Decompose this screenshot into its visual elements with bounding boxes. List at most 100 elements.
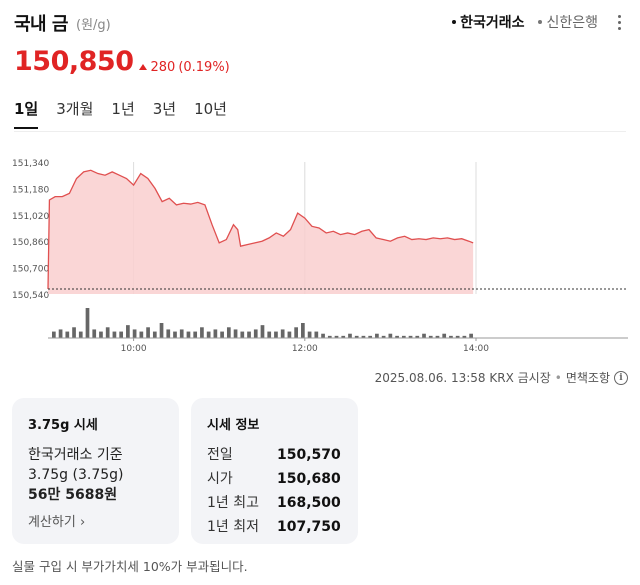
- y-tick-label: 151,020: [12, 212, 49, 222]
- volume-bar: [58, 329, 63, 338]
- price-card-weight: 3.75g (3.75g): [28, 467, 124, 483]
- up-triangle-icon: [139, 64, 148, 70]
- volume-bar: [112, 331, 117, 338]
- volume-bar: [388, 333, 393, 338]
- volume-bar: [395, 335, 399, 338]
- y-tick-label: 150,860: [12, 238, 49, 248]
- price-chart[interactable]: 151,340 151,180 151,020 150,860 150,700 150,5…: [0, 150, 640, 360]
- volume-bar: [462, 335, 467, 338]
- more-options-icon[interactable]: [612, 12, 626, 32]
- source-selector: 한국거래소 신한은행: [452, 12, 626, 32]
- volume-bar: [99, 331, 103, 338]
- volume-bar: [280, 329, 285, 338]
- volume-bar: [213, 329, 218, 338]
- volume-bar: [253, 329, 258, 338]
- info-icon[interactable]: i: [614, 370, 628, 385]
- volume-bar: [301, 323, 305, 338]
- volume-bar: [126, 325, 130, 338]
- volume-bar: [186, 331, 191, 338]
- volume-bar: [247, 331, 251, 338]
- info-label-open: 시가: [207, 471, 233, 487]
- calculate-link[interactable]: 계산하기 ›: [28, 511, 85, 530]
- tab-3year[interactable]: 3년: [152, 100, 177, 118]
- volume-bar: [146, 327, 150, 338]
- volume-bar: [428, 335, 433, 338]
- volume-bar: [449, 335, 453, 338]
- price-line: [47, 169, 474, 290]
- volume-bar: [132, 329, 137, 338]
- volume-bar: [220, 331, 224, 338]
- volume-bar: [92, 329, 97, 338]
- volume-bar: [85, 308, 90, 338]
- volume-bar: [307, 331, 312, 338]
- y-tick-label: 151,340: [12, 159, 49, 169]
- volume-bar: [375, 333, 379, 338]
- volume-bar: [260, 325, 265, 338]
- volume-bar: [287, 331, 292, 338]
- volume-bar: [152, 331, 157, 338]
- price-area: [48, 170, 474, 294]
- price-row: 150,850 280 (0.19%): [14, 46, 230, 78]
- tab-1year[interactable]: 1년: [111, 100, 135, 118]
- price-card-title: 3.75g 시세: [28, 418, 98, 433]
- volume-bar: [119, 331, 124, 338]
- volume-bar: [321, 333, 325, 338]
- volume-bar: [415, 335, 420, 338]
- y-tick-label: 150,700: [12, 265, 49, 275]
- market-info-title: 시세 정보: [207, 418, 260, 433]
- volume-bar: [105, 327, 110, 338]
- volume-bar: [72, 327, 76, 338]
- period-tabs: 1일 3개월 1년 3년 10년: [14, 98, 245, 129]
- volume-bar: [52, 331, 56, 338]
- price-change: 280 (0.19%): [139, 59, 230, 75]
- volume-bar: [200, 327, 204, 338]
- volume-bar: [78, 331, 83, 338]
- source-shinhan-label: 신한은행: [546, 15, 598, 31]
- volume-bar: [442, 333, 447, 338]
- header: 국내 금 (원/g) 한국거래소 신한은행: [14, 10, 626, 35]
- volume-bar: [294, 327, 298, 338]
- price-card-basis: 한국거래소 기준: [28, 447, 123, 463]
- y-tick-label: 150,540: [12, 291, 49, 301]
- disclaimer-link[interactable]: 면책조항: [565, 371, 610, 385]
- chevron-right-icon: ›: [79, 515, 86, 530]
- source-krx[interactable]: 한국거래소: [452, 12, 524, 32]
- unit-label: (원/g): [76, 18, 111, 33]
- info-label-1y-high: 1년 최고: [207, 495, 259, 511]
- timestamp-row: 2025.08.06. 13:58 KRX 금시장 • 면책조항 i: [375, 369, 628, 386]
- info-value-prev: 150,570: [277, 447, 341, 463]
- volume-bar: [193, 331, 198, 338]
- change-value: 280: [150, 59, 176, 75]
- current-price: 150,850: [14, 46, 134, 77]
- info-value-open: 150,680: [277, 471, 341, 487]
- vat-footnote: 실물 구입 시 부가가치세 10%가 부과됩니다.: [12, 559, 248, 574]
- volume-bar: [274, 331, 278, 338]
- tab-3month[interactable]: 3개월: [56, 100, 94, 118]
- volume-bar: [173, 331, 177, 338]
- tab-10year[interactable]: 10년: [194, 100, 227, 118]
- page-title: 국내 금: [14, 14, 68, 35]
- x-tick-label: 10:00: [121, 344, 147, 354]
- calculate-link-label: 계산하기: [28, 515, 76, 530]
- info-label-1y-low: 1년 최저: [207, 519, 259, 535]
- dot-icon: [452, 20, 457, 24]
- volume-bar: [368, 335, 373, 338]
- volume-bar: [469, 333, 473, 338]
- volume-bar: [314, 331, 319, 338]
- volume-bar: [381, 335, 386, 338]
- tab-divider: [14, 131, 626, 132]
- source-krx-label: 한국거래소: [460, 15, 525, 31]
- info-value-1y-high: 168,500: [277, 495, 341, 511]
- volume-bar: [348, 333, 352, 338]
- source-shinhan[interactable]: 신한은행: [538, 12, 598, 32]
- volume-bar: [354, 335, 359, 338]
- volume-bar: [435, 335, 440, 338]
- x-tick-label: 14:00: [463, 344, 489, 354]
- tab-1day[interactable]: 1일: [14, 98, 39, 129]
- volume-bar: [226, 327, 231, 338]
- volume-bar: [422, 333, 426, 338]
- price-card-value: 56만 5688원: [28, 487, 118, 503]
- y-tick-label: 151,180: [12, 185, 49, 195]
- volume-bar: [65, 331, 70, 338]
- volume-bar: [159, 323, 164, 338]
